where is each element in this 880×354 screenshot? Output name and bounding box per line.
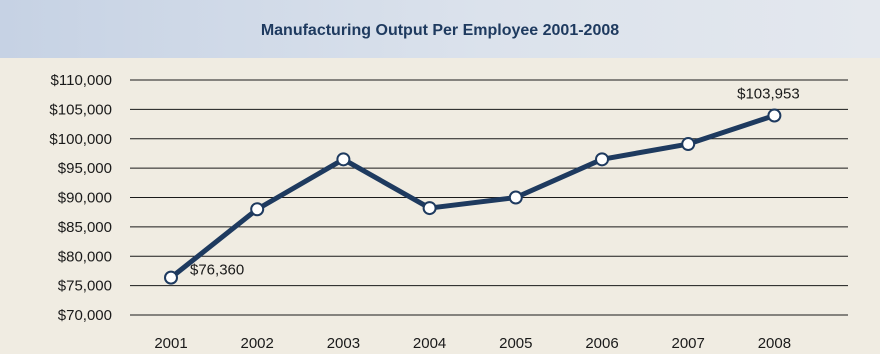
x-tick-label: 2001 (154, 335, 187, 352)
line-chart: $70,000 $75,000 $80,000 $85,000 $90,000 $95,0… (49, 72, 848, 352)
data-point (767, 108, 782, 123)
y-tick-label: $80,000 (58, 248, 112, 265)
y-tick-label: $85,000 (58, 219, 112, 236)
x-tick-label: 2008 (758, 335, 791, 352)
data-label: $103,953 (737, 86, 800, 103)
x-tick-label: 2006 (585, 335, 618, 352)
chart-header: Manufacturing Output Per Employee 2001-2… (0, 0, 880, 58)
y-tick-label: $70,000 (58, 307, 112, 324)
data-point (681, 137, 696, 152)
data-point (336, 152, 351, 167)
data-point (164, 270, 178, 285)
y-tick-label: $95,000 (58, 160, 112, 177)
data-label: $76,360 (190, 262, 244, 279)
data-point (422, 201, 437, 216)
x-tick-label: 2005 (499, 335, 532, 352)
data-point (250, 202, 265, 217)
x-tick-label: 2003 (327, 335, 360, 352)
data-point (595, 152, 609, 167)
y-tick-label: $110,000 (51, 72, 112, 89)
x-tick-label: 2007 (672, 335, 705, 352)
data-point (508, 190, 523, 205)
y-tick-label: $100,000 (49, 131, 112, 148)
x-tick-label: 2004 (413, 335, 446, 352)
x-tick-label: 2002 (241, 335, 274, 352)
y-tick-label: $105,000 (49, 101, 112, 118)
y-tick-label: $75,000 (58, 278, 112, 295)
y-tick-label: $90,000 (58, 190, 112, 207)
chart-title: Manufacturing Output Per Employee 2001-2… (260, 22, 620, 39)
series-line (168, 113, 777, 281)
